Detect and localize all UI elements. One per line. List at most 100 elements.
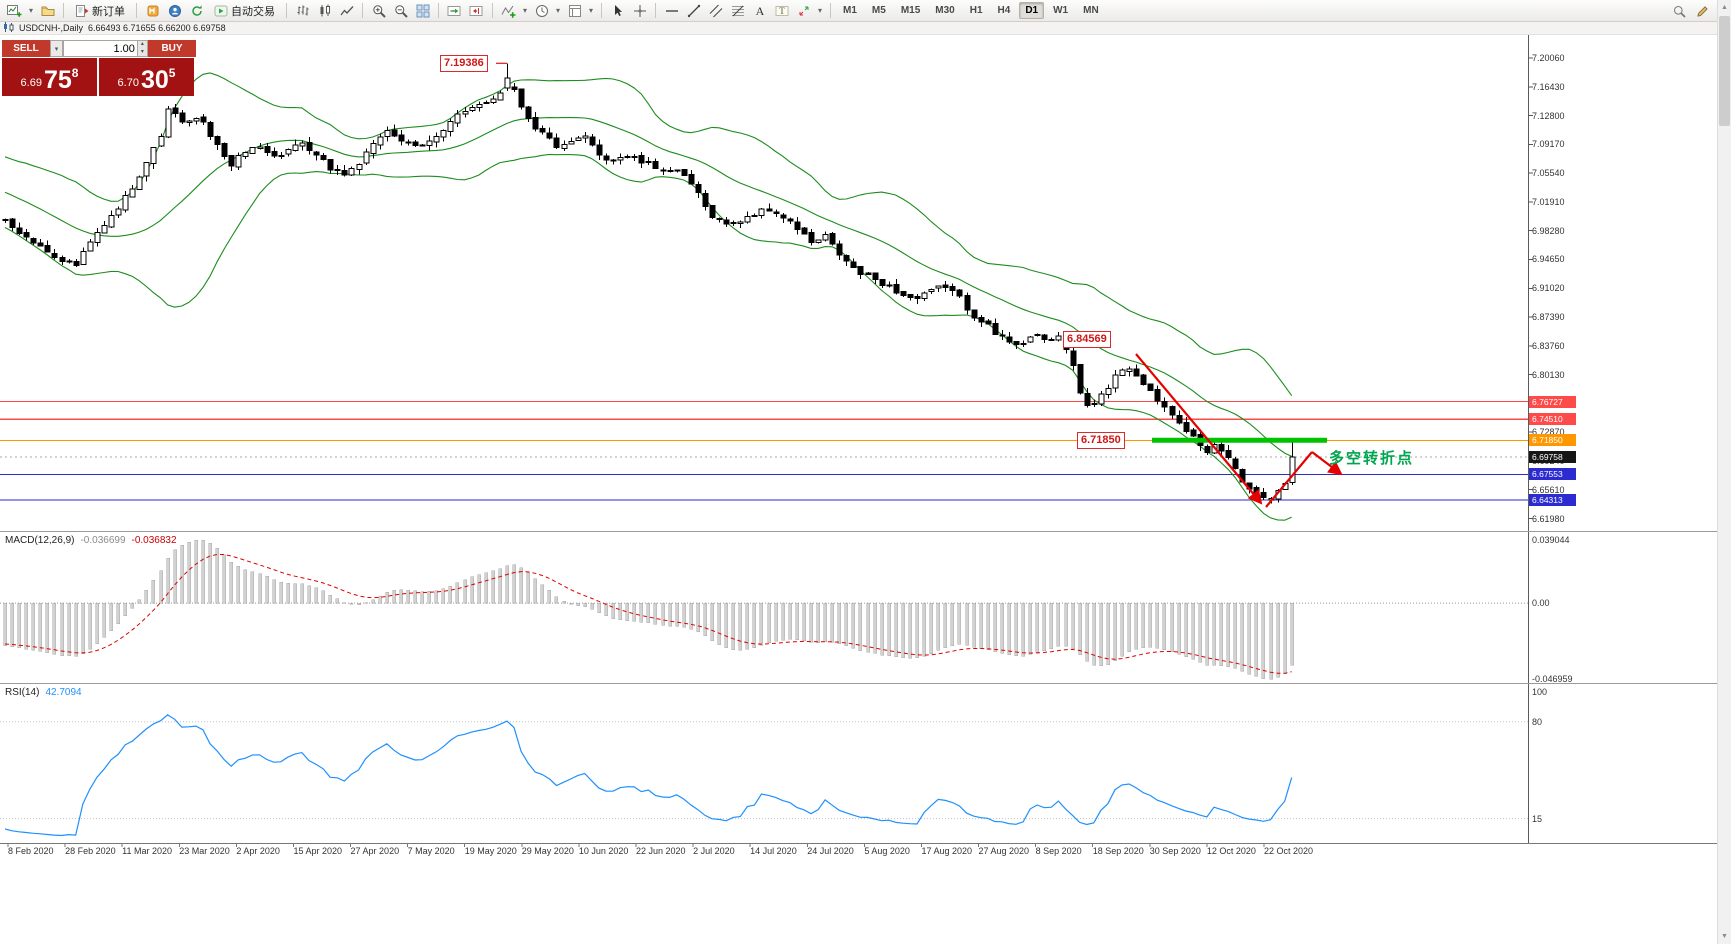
fibonacci-icon[interactable] xyxy=(727,2,748,20)
bid-price-tag: 6.69758 xyxy=(1529,450,1576,463)
sell-price-pips: 75 xyxy=(43,66,72,94)
horizontal-line-icon[interactable] xyxy=(661,2,682,20)
scroll-down-button[interactable]: ▼ xyxy=(1721,933,1728,940)
new-chart-dropdown[interactable]: ▾ xyxy=(28,6,33,15)
macd-name: MACD(12,26,9) xyxy=(5,535,75,546)
resistance-price-flag[interactable]: 6.84569 xyxy=(1063,331,1111,349)
trend-note[interactable]: 多空转折点 xyxy=(1329,450,1415,467)
templates-dropdown[interactable]: ▾ xyxy=(588,6,593,15)
toolbar-separator xyxy=(492,3,493,18)
svg-text:A: A xyxy=(755,4,764,18)
time-axis-label: 11 Mar 2020 xyxy=(122,846,173,856)
candlestick-chart-icon[interactable] xyxy=(314,2,335,20)
timeframe-h1-button[interactable]: H1 xyxy=(969,5,983,16)
svg-text:T: T xyxy=(779,6,785,16)
time-axis-label: 2 Apr 2020 xyxy=(236,846,280,856)
y-axis-tick-label: 6.91020 xyxy=(1532,283,1565,294)
zoom-in-icon[interactable] xyxy=(368,2,389,20)
price-level-tag: 6.64313 xyxy=(1529,494,1576,506)
timeframe-m15-button[interactable]: M15 xyxy=(900,5,921,16)
rsi-axis-label: 15 xyxy=(1532,813,1543,824)
text-label-icon[interactable]: T xyxy=(771,2,792,20)
cursor-icon[interactable] xyxy=(607,2,628,20)
time-axis-label: 8 Sep 2020 xyxy=(1035,846,1082,856)
high-price-flag[interactable]: 7.19386 xyxy=(440,55,488,73)
bar-chart-icon[interactable] xyxy=(292,2,313,20)
tile-windows-icon[interactable] xyxy=(412,2,433,20)
time-axis-label: 22 Jun 2020 xyxy=(635,846,686,856)
text-icon[interactable]: A xyxy=(749,2,770,20)
volume-input[interactable] xyxy=(64,41,137,56)
new-chart-icon[interactable] xyxy=(4,2,25,20)
volume-increase-button[interactable]: ▴ xyxy=(137,41,147,49)
time-axis-label: 19 May 2020 xyxy=(464,846,517,856)
periods-dropdown[interactable]: ▾ xyxy=(555,6,560,15)
time-axis-label: 27 Apr 2020 xyxy=(350,846,400,856)
one-click-trading-panel: SELL ▾ ▴ ▾ BUY 6.69 75 8 6.70 30 5 xyxy=(2,40,196,96)
timeframe-m5-button[interactable]: M5 xyxy=(871,5,886,16)
indicators-dropdown[interactable]: ▾ xyxy=(522,6,527,15)
y-axis-tick-label: 6.98280 xyxy=(1532,225,1565,236)
level-lines[interactable] xyxy=(0,401,1528,501)
line-chart-icon[interactable] xyxy=(336,2,357,20)
chart-shift-icon[interactable] xyxy=(466,2,487,20)
arrows-icon[interactable] xyxy=(793,2,814,20)
buy-button[interactable]: 6.70 30 5 xyxy=(99,58,194,96)
y-axis-tick-label: 6.80130 xyxy=(1532,369,1565,380)
refresh-icon[interactable] xyxy=(186,2,207,20)
scroll-up-button[interactable]: ▲ xyxy=(1721,4,1728,11)
indicators-icon[interactable] xyxy=(498,2,519,20)
time-axis-label: 30 Sep 2020 xyxy=(1149,846,1201,856)
rsi-name: RSI(14) xyxy=(5,687,40,698)
time-axis-label: 10 Jun 2020 xyxy=(578,846,629,856)
toolbar-separator xyxy=(830,3,831,18)
volume-spinner: ▴ ▾ xyxy=(136,41,147,56)
buy-price-point: 5 xyxy=(168,66,176,80)
periods-icon[interactable] xyxy=(531,2,552,20)
community-icon[interactable] xyxy=(164,2,185,20)
toolbar-separator xyxy=(655,3,656,18)
chart-canvas[interactable] xyxy=(0,0,1717,860)
time-axis-label: 15 Apr 2020 xyxy=(293,846,342,856)
pivot-price-flag[interactable]: 6.71850 xyxy=(1077,432,1125,450)
timeframe-w1-button[interactable]: W1 xyxy=(1053,5,1069,16)
time-axis-label: 12 Oct 2020 xyxy=(1206,846,1256,856)
arrows-dropdown[interactable]: ▾ xyxy=(817,6,822,15)
timeframe-d1-button[interactable]: D1 xyxy=(1019,2,1045,19)
channel-icon[interactable] xyxy=(705,2,726,20)
timeframe-m1-button[interactable]: M1 xyxy=(843,5,857,16)
auto-scroll-icon[interactable] xyxy=(444,2,465,20)
toolbar-separator xyxy=(136,3,137,18)
volume-options-dropdown[interactable]: ▾ xyxy=(50,40,63,57)
crosshair-icon[interactable] xyxy=(629,2,650,20)
volume-decrease-button[interactable]: ▾ xyxy=(137,48,147,56)
profiles-icon[interactable] xyxy=(37,2,58,20)
mql5-market-icon[interactable] xyxy=(142,2,163,20)
zoom-out-icon[interactable] xyxy=(390,2,411,20)
main-toolbar: ▾ 新订单 自动交易 ▾ ▾ ▾ A T ▾ M1 M5 M15 M30 H1 H4 D1 W1 MN xyxy=(0,0,1731,22)
time-axis-label: 22 Oct 2020 xyxy=(1263,846,1314,856)
toolbar-separator xyxy=(601,3,602,18)
chart-borders xyxy=(0,34,1717,847)
scrollbar-thumb[interactable] xyxy=(1719,16,1730,126)
timeframe-h4-button[interactable]: H4 xyxy=(997,5,1011,16)
macd-axis-zero-label: 0.00 xyxy=(1532,598,1550,609)
trendline-icon[interactable] xyxy=(683,2,704,20)
templates-icon[interactable] xyxy=(564,2,585,20)
macd-main-value: -0.036699 xyxy=(80,535,126,546)
time-axis-label: 7 May 2020 xyxy=(407,846,455,856)
new-order-button[interactable]: 新订单 xyxy=(69,2,131,20)
search-icon[interactable] xyxy=(1669,2,1690,20)
vertical-scrollbar[interactable]: ▲ ▼ xyxy=(1717,0,1731,944)
sell-button[interactable]: 6.69 75 8 xyxy=(2,58,97,96)
y-axis-tick-label: 6.65610 xyxy=(1532,484,1565,495)
timeframe-m30-button[interactable]: M30 xyxy=(935,5,955,16)
edit-icon[interactable] xyxy=(1692,2,1713,20)
bull-candles xyxy=(2,77,1296,501)
price-level-tag: 6.76727 xyxy=(1529,395,1576,408)
autotrading-button[interactable]: 自动交易 xyxy=(208,2,281,20)
buy-price-pips: 30 xyxy=(140,66,169,94)
trend-arrows[interactable] xyxy=(1135,353,1343,508)
time-axis-label: 29 May 2020 xyxy=(521,846,574,856)
timeframe-mn-button[interactable]: MN xyxy=(1083,5,1099,16)
